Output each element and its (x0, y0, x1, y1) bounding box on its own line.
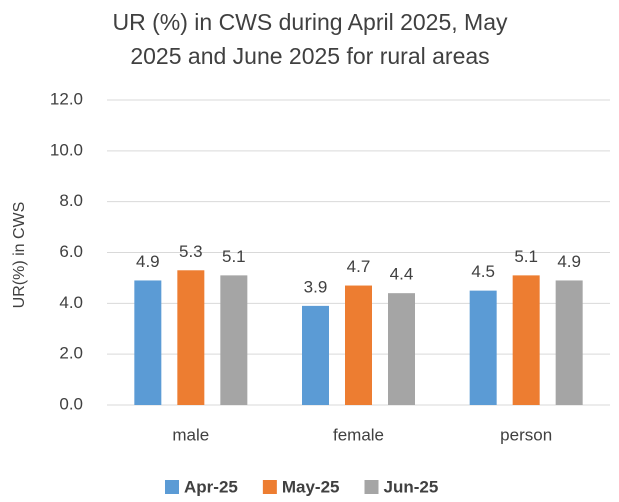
chart-title: 2025 and June 2025 for rural areas (130, 43, 489, 69)
data-label: 3.9 (304, 277, 328, 296)
data-label: 5.1 (514, 247, 538, 266)
data-label: 5.3 (179, 242, 203, 261)
bar (388, 293, 415, 405)
data-label: 5.1 (222, 247, 246, 266)
chart-title: UR (%) in CWS during April 2025, May (113, 9, 508, 35)
data-label: 4.4 (390, 265, 414, 284)
y-tick-label: 12.0 (50, 89, 83, 108)
data-label: 4.5 (471, 262, 495, 281)
x-tick-label: person (500, 425, 552, 444)
y-tick-label: 8.0 (59, 191, 83, 210)
data-label: 4.7 (347, 257, 371, 276)
bar (555, 280, 583, 405)
y-tick-label: 0.0 (59, 394, 83, 413)
x-tick-label: male (172, 425, 209, 444)
bar (302, 305, 329, 405)
bar (177, 270, 205, 405)
data-label: 4.9 (557, 252, 581, 271)
y-tick-label: 2.0 (59, 344, 83, 363)
legend-swatch (262, 480, 277, 494)
bar (512, 275, 540, 405)
legend-label: Apr-25 (184, 477, 238, 496)
x-tick-label: female (333, 425, 384, 444)
bar (345, 285, 372, 405)
bar (134, 280, 162, 405)
bar (469, 290, 497, 405)
y-tick-label: 10.0 (50, 140, 83, 159)
y-tick-label: 4.0 (59, 293, 83, 312)
y-axis-label: UR(%) in CWS (11, 202, 28, 309)
bar (220, 275, 248, 405)
y-tick-label: 6.0 (59, 242, 83, 261)
data-label: 4.9 (136, 252, 160, 271)
legend-swatch (165, 480, 179, 494)
legend-swatch (364, 480, 379, 494)
legend-label: Jun-25 (384, 477, 439, 496)
legend-label: May-25 (282, 477, 340, 496)
